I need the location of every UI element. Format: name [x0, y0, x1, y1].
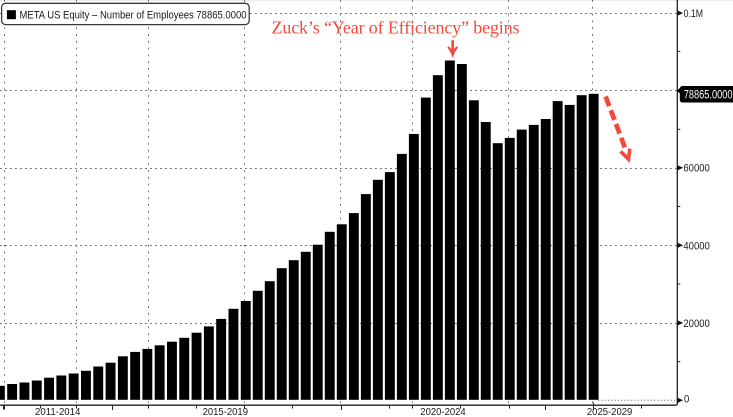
svg-text:60000: 60000	[683, 163, 709, 175]
svg-text:2011-2014: 2011-2014	[35, 407, 81, 417]
svg-text:2020-2024: 2020-2024	[420, 407, 466, 417]
svg-text:2015-2019: 2015-2019	[203, 407, 249, 417]
svg-text:0: 0	[684, 393, 689, 405]
svg-text:Zuck’s “Year of Efficiency” be: Zuck’s “Year of Efficiency” begins	[272, 18, 520, 38]
svg-text:40000: 40000	[683, 240, 709, 252]
svg-text:0.1M: 0.1M	[684, 8, 704, 20]
svg-text:20000: 20000	[683, 318, 709, 330]
svg-text:META US Equity – Number of Emp: META US Equity – Number of Employees 788…	[20, 10, 247, 22]
svg-text:78865.0000: 78865.0000	[684, 88, 733, 102]
svg-text:2025-2029: 2025-2029	[587, 407, 633, 417]
